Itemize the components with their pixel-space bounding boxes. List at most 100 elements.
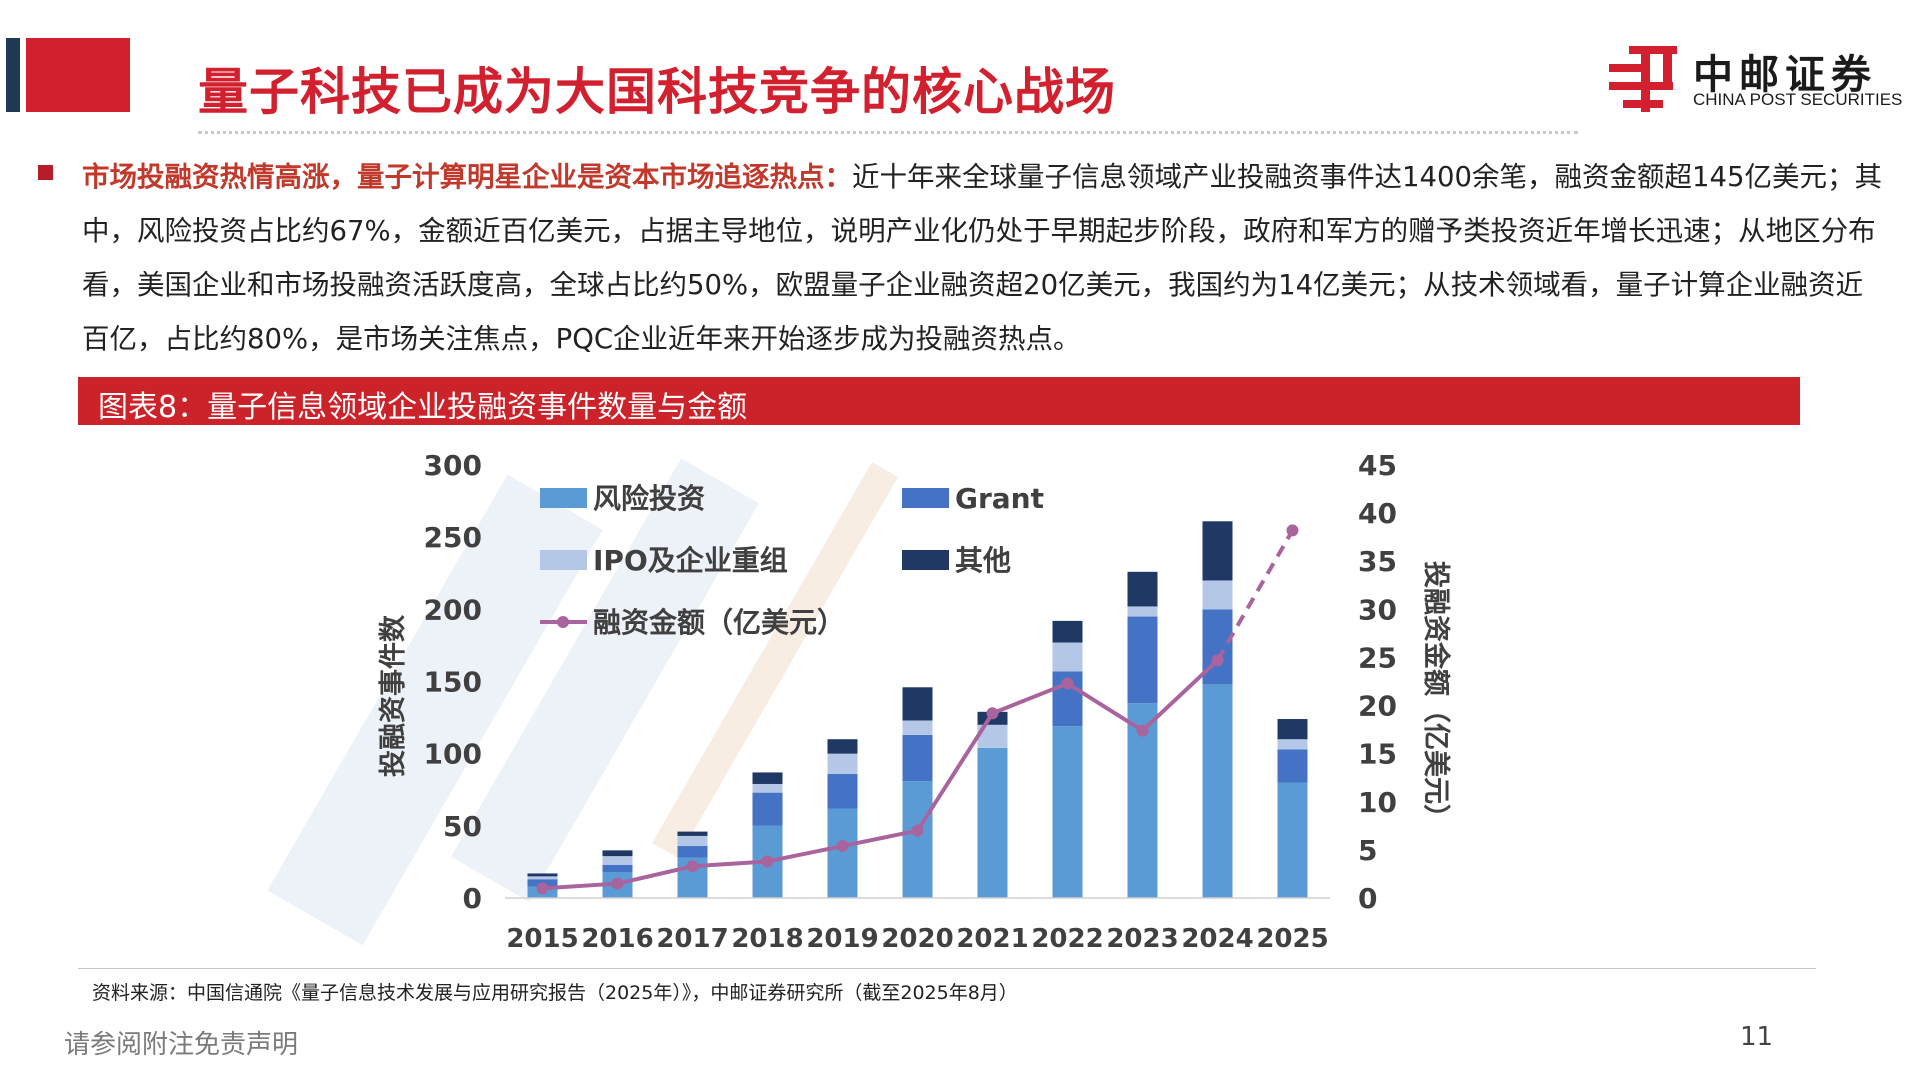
bar-segment xyxy=(827,753,858,774)
line-point xyxy=(686,860,699,873)
y-tick-label: 250 xyxy=(424,521,482,554)
header-accent-red xyxy=(26,38,130,112)
line-point xyxy=(761,855,774,868)
disclaimer: 请参阅附注免责声明 xyxy=(64,1030,299,1060)
bar-segment xyxy=(527,873,558,877)
line-series xyxy=(536,524,1299,895)
line-point xyxy=(836,840,849,853)
bar-segment xyxy=(752,783,783,793)
y-tick-label: 200 xyxy=(424,593,482,626)
y-right-tick-label: 35 xyxy=(1358,545,1397,578)
x-tick-label: 2021 xyxy=(956,924,1028,954)
line-path xyxy=(542,658,1219,891)
line-point xyxy=(611,877,624,890)
bar-segment xyxy=(1052,726,1083,898)
page-number: 11 xyxy=(1740,1022,1774,1052)
y-tick-label: 50 xyxy=(443,810,482,843)
bar-segment xyxy=(602,856,633,865)
legend-swatch xyxy=(902,488,949,508)
y-right-tick-label: 25 xyxy=(1358,641,1397,674)
paragraph-lead: 市场投融资热情高涨，量子计算明星企业是资本市场追逐热点： xyxy=(82,161,852,193)
y-right-tick-label: 0 xyxy=(1358,882,1377,915)
source-note: 资料来源：中国信通院《量子信息技术发展与应用研究报告（2025年）》，中邮证券研… xyxy=(92,982,1018,1004)
y-right-tick-label: 30 xyxy=(1358,593,1397,626)
y-tick-label: 150 xyxy=(424,666,482,699)
y-right-tick-label: 20 xyxy=(1358,690,1397,723)
bar-segment xyxy=(677,835,708,847)
x-tick-label: 2015 xyxy=(506,924,578,954)
bar-segment xyxy=(827,808,858,898)
legend-line-marker xyxy=(557,616,569,628)
bar-segment xyxy=(827,773,858,809)
legend-swatch xyxy=(902,550,949,570)
bullet-square xyxy=(38,165,53,180)
bar-segment xyxy=(602,850,633,857)
bar-segment xyxy=(1127,571,1158,607)
y-tick-label: 100 xyxy=(424,738,482,771)
chart-watermark xyxy=(267,458,898,946)
x-tick-label: 2023 xyxy=(1106,924,1178,954)
figure-title-bar: 图表8：量子信息领域企业投融资事件数量与金额 xyxy=(78,377,1800,425)
line-point xyxy=(986,707,999,720)
line-point xyxy=(1061,677,1074,690)
bar-segment xyxy=(1277,719,1308,740)
page-title: 量子科技已成为大国科技竞争的核心战场 xyxy=(198,63,1116,121)
legend-label: Grant xyxy=(955,482,1044,515)
bar-segment xyxy=(1127,616,1158,704)
bar-segment xyxy=(677,831,708,836)
y-right-tick-label: 10 xyxy=(1358,786,1397,819)
title-divider xyxy=(198,131,1578,134)
y-tick-label: 300 xyxy=(424,449,482,482)
bar-segment xyxy=(977,747,1008,898)
legend-label: 风险投资 xyxy=(593,482,705,515)
body-paragraph: 市场投融资热情高涨，量子计算明星企业是资本市场追逐热点：近十年来全球量子信息领域… xyxy=(82,150,1882,366)
y-right-tick-label: 40 xyxy=(1358,497,1397,530)
header-accent-dark xyxy=(6,38,20,112)
chart-axes: 0501001502002503000510152025303540452015… xyxy=(378,449,1452,954)
x-tick-label: 2025 xyxy=(1256,924,1328,954)
legend-swatch xyxy=(540,550,587,570)
bar-segment xyxy=(1277,782,1308,898)
legend-label: 其他 xyxy=(955,544,1011,577)
y-tick-label: 0 xyxy=(463,882,482,915)
bar-segment xyxy=(977,724,1008,748)
logo-subtitle: CHINA POST SECURITIES xyxy=(1693,90,1903,109)
figure-title: 图表8：量子信息领域企业投融资事件数量与金额 xyxy=(98,390,748,425)
bar-segment xyxy=(902,781,933,898)
bar-segment xyxy=(527,876,558,880)
bar-segment xyxy=(1202,580,1233,610)
legend-label: IPO及企业重组 xyxy=(593,544,788,577)
x-tick-label: 2016 xyxy=(581,924,653,954)
logo-name: 中邮证券 xyxy=(1693,52,1877,98)
bar-segment xyxy=(902,687,933,721)
bar-segment xyxy=(1052,642,1083,672)
source-divider xyxy=(78,968,1816,969)
bar-segment xyxy=(1052,620,1083,643)
legend-label: 融资金额（亿美元） xyxy=(593,606,845,639)
x-tick-label: 2020 xyxy=(881,924,953,954)
line-point xyxy=(1136,724,1149,737)
line-path-dashed xyxy=(1215,529,1295,662)
bar-segment xyxy=(1277,739,1308,750)
bar-segment xyxy=(827,739,858,754)
bar-segment xyxy=(1277,749,1308,783)
x-tick-label: 2024 xyxy=(1181,924,1253,954)
bar-segment xyxy=(1202,684,1233,898)
bar-segment xyxy=(677,846,708,858)
x-tick-label: 2018 xyxy=(731,924,803,954)
y-axis-title: 投融资事件数 xyxy=(378,614,409,777)
bar-segment xyxy=(752,792,783,826)
paragraph-text: 近十年来全球量子信息领域产业投融资事件达1400余笔，融资金额超145亿美元；其… xyxy=(82,161,1882,355)
line-point xyxy=(1286,524,1299,537)
line-point xyxy=(536,882,549,895)
legend-swatch xyxy=(540,488,587,508)
y-right-tick-label: 5 xyxy=(1358,834,1377,867)
bar-segment xyxy=(1202,609,1233,685)
x-tick-label: 2017 xyxy=(656,924,728,954)
logo-mark-icon xyxy=(1609,46,1677,112)
line-point xyxy=(911,824,924,837)
bar-segment xyxy=(752,772,783,784)
y-right-tick-label: 45 xyxy=(1358,449,1397,482)
